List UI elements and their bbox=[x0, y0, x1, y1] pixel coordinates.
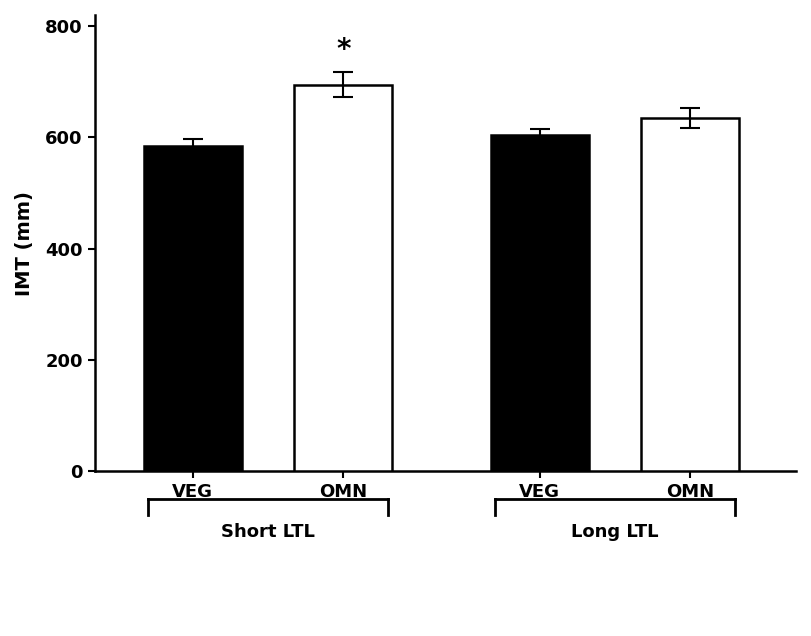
Bar bbox=[491, 135, 589, 471]
Bar bbox=[144, 146, 242, 471]
Bar bbox=[642, 118, 740, 471]
Text: *: * bbox=[337, 36, 350, 64]
Text: Short LTL: Short LTL bbox=[221, 523, 315, 541]
Text: Long LTL: Long LTL bbox=[571, 523, 659, 541]
Y-axis label: IMT (mm): IMT (mm) bbox=[15, 191, 34, 296]
Bar bbox=[294, 85, 393, 471]
